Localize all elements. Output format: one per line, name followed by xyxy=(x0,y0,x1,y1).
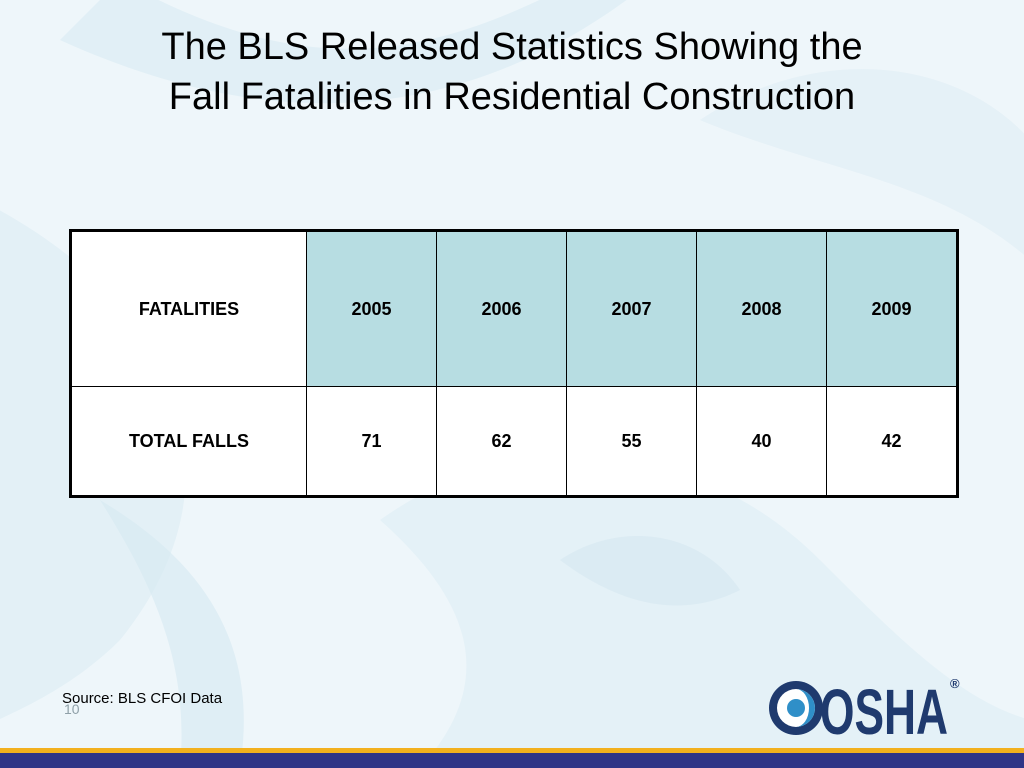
osha-logo-mark-icon xyxy=(769,681,823,735)
header-label-cell: FATALITIES xyxy=(70,230,307,387)
year-cell-2006: 2006 xyxy=(436,230,567,387)
value-cell-2008: 40 xyxy=(696,386,827,497)
fatalities-table: FATALITIES 2005 2006 2007 2008 2009 TOTA… xyxy=(69,229,959,498)
year-cell-2007: 2007 xyxy=(566,230,697,387)
footer-bar xyxy=(0,748,1024,768)
slide-title: The BLS Released Statistics Showing the … xyxy=(40,22,984,122)
footer-navy-stripe xyxy=(0,753,1024,768)
year-cell-2008: 2008 xyxy=(696,230,827,387)
value-cell-2006: 62 xyxy=(436,386,567,497)
osha-registered-mark: ® xyxy=(950,676,960,691)
row-label-cell: TOTAL FALLS xyxy=(70,386,307,497)
osha-logo-text: OSHA xyxy=(820,676,948,742)
value-cell-2007: 55 xyxy=(566,386,697,497)
osha-logo: OSHA ® xyxy=(769,676,960,742)
value-cell-2005: 71 xyxy=(306,386,437,497)
source-note: Source: BLS CFOI Data xyxy=(62,690,223,707)
year-cell-2009: 2009 xyxy=(826,230,958,387)
value-cell-2009: 42 xyxy=(826,386,958,497)
table-row: TOTAL FALLS 71 62 55 40 42 xyxy=(70,386,958,497)
page-number: 10 xyxy=(64,701,80,717)
table-header-row: FATALITIES 2005 2006 2007 2008 2009 xyxy=(70,230,958,387)
year-cell-2005: 2005 xyxy=(306,230,437,387)
slide-title-line-1: The BLS Released Statistics Showing the xyxy=(161,26,863,68)
slide-title-line-2: Fall Fatalities in Residential Construct… xyxy=(168,76,856,118)
footer-gold-stripe xyxy=(0,748,1024,753)
